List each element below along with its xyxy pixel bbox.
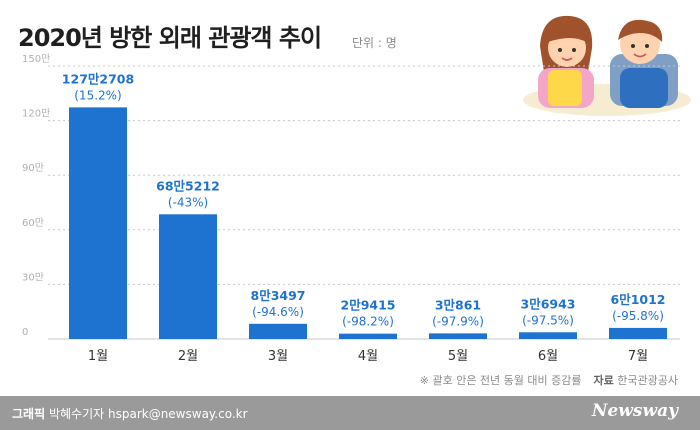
unit-label: 단위 : 명 — [352, 36, 397, 50]
change-label: (-98.2%) — [342, 315, 394, 329]
x-tick-label: 3월 — [268, 349, 288, 364]
change-label: (-97.5%) — [522, 313, 574, 327]
footnote: ※ 괄호 안은 전년 동월 대비 증감률 자료 한국관광공사 — [420, 372, 678, 388]
change-label: (-94.6%) — [252, 305, 304, 319]
bar — [339, 333, 397, 339]
value-label: 8만3497 — [251, 288, 306, 303]
bars — [69, 107, 667, 339]
bar — [69, 107, 127, 339]
value-label: 3만861 — [435, 297, 481, 312]
x-tick-label: 2월 — [178, 349, 198, 364]
source-label: 자료 — [593, 374, 614, 387]
y-tick-label: 30만 — [22, 271, 44, 283]
change-label: (-43%) — [168, 195, 208, 209]
credit: 그래픽 박혜수기자 hspark@newsway.co.kr — [12, 405, 248, 422]
value-label: 6만1012 — [611, 292, 666, 307]
bar-chart: 0 30만 60만 90만 120만 150만 127만2708 (15.2%) 68만521… — [22, 53, 680, 364]
bar — [609, 327, 667, 339]
credit-email: hspark@newsway.co.kr — [107, 407, 248, 421]
y-tick-label: 90만 — [22, 162, 44, 174]
y-tick-label: 120만 — [22, 108, 50, 120]
bar — [249, 323, 307, 339]
y-tick-label: 150만 — [22, 53, 50, 65]
x-tick-label: 4월 — [358, 349, 378, 364]
value-label: 2만9415 — [341, 298, 396, 313]
bar — [159, 214, 217, 339]
x-tick-label: 7월 — [628, 349, 648, 364]
note-text: ※ 괄호 안은 전년 동월 대비 증감률 — [419, 374, 582, 387]
change-label: (-95.8%) — [612, 309, 664, 323]
tourists-illustration — [523, 15, 691, 116]
bar — [519, 332, 577, 339]
y-axis-ticks: 0 30만 60만 90만 120만 150만 — [22, 53, 50, 338]
x-tick-label: 6월 — [538, 349, 558, 364]
x-tick-label: 1월 — [88, 349, 108, 364]
data-labels: 127만2708 (15.2%) 68만5212 (-43%) 8만3497 (-94.6… — [62, 71, 666, 328]
value-label: 3만6943 — [521, 296, 576, 311]
x-axis-labels: 1월 2월 3월 4월 5월 6월 7월 — [88, 349, 648, 364]
bar — [429, 333, 487, 339]
chart-title: 2020년 방한 외래 관광객 추이 — [18, 24, 322, 52]
change-label: (-97.9%) — [432, 314, 484, 328]
credit-name: 박혜수기자 — [48, 407, 105, 421]
source-text: 한국관광공사 — [617, 374, 678, 387]
brand-logo: Newsway — [591, 401, 678, 421]
credit-role: 그래픽 — [12, 407, 46, 421]
y-tick-label: 0 — [22, 327, 28, 338]
x-tick-label: 5월 — [448, 349, 468, 364]
value-label: 127만2708 — [62, 71, 134, 86]
footer-bar: 그래픽 박혜수기자 hspark@newsway.co.kr Newsway — [0, 396, 700, 430]
y-tick-label: 60만 — [22, 217, 44, 229]
value-label: 68만5212 — [156, 178, 220, 193]
change-label: (15.2%) — [74, 88, 121, 102]
